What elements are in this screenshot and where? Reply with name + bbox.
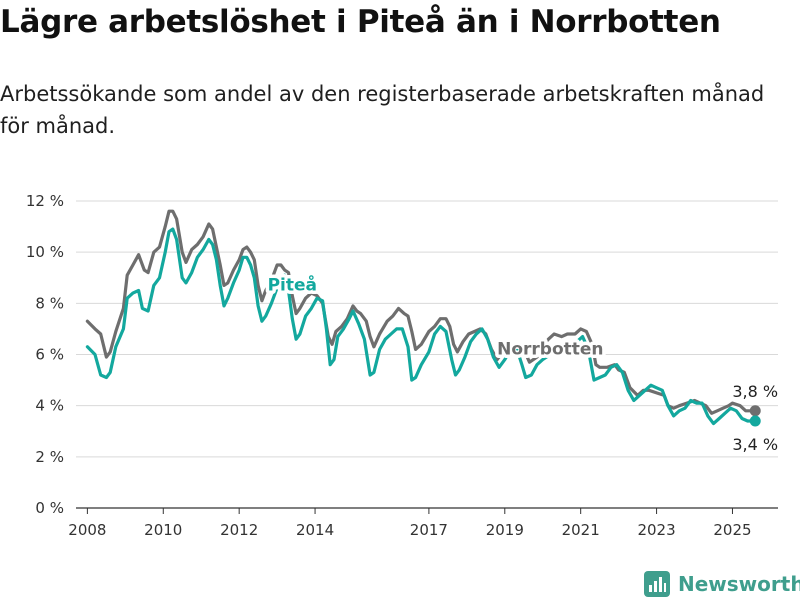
brand: Newsworthy [644, 567, 800, 601]
y-tick-label: 12 % [26, 192, 64, 210]
x-tick-label: 2008 [68, 521, 106, 539]
x-tick-label: 2010 [144, 521, 182, 539]
chart-subtitle: Arbetssökande som andel av den registerb… [0, 82, 765, 138]
series-label-norrbotten: Norrbotten [497, 340, 603, 360]
end-point-norrbotten [749, 405, 761, 417]
y-tick-label: 0 % [35, 499, 64, 517]
axes: 0 % 2 % 4 % 6 % 8 % 10 % 12 % 2008 2010 2012 2014 2… [26, 192, 752, 539]
series-label-halo: Piteå [268, 274, 317, 296]
x-tick-label: 2012 [220, 521, 258, 539]
x-tick-label: 2019 [486, 521, 524, 539]
y-tick-label: 2 % [35, 448, 64, 466]
y-tick-label: 4 % [35, 397, 64, 415]
end-value-label-pitea: 3,4 % [732, 435, 778, 454]
chart-title: Lägre arbetslöshet i Piteå än i Norrbott… [0, 4, 721, 40]
series-lines [85, 209, 761, 427]
series-label-halo: Norrbotten [497, 340, 603, 360]
series-line-norrbotten [85, 209, 757, 415]
newsworthy-logo-icon [644, 571, 670, 597]
y-tick-label: 6 % [35, 346, 64, 364]
end-value-label-norrbotten: 3,8 % [732, 382, 778, 401]
x-tick-label: 2017 [410, 521, 448, 539]
end-point-pitea [749, 415, 761, 427]
x-tick-label: 2021 [562, 521, 600, 539]
x-tick-label: 2025 [713, 521, 751, 539]
x-tick-label: 2023 [637, 521, 675, 539]
brand-name: Newsworthy [678, 572, 800, 596]
series-line-pitea [85, 227, 757, 426]
y-tick-label: 10 % [26, 243, 64, 261]
series-label-pitea: Piteå [268, 274, 317, 296]
y-tick-label: 8 % [35, 294, 64, 312]
x-tick-label: 2014 [296, 521, 334, 539]
